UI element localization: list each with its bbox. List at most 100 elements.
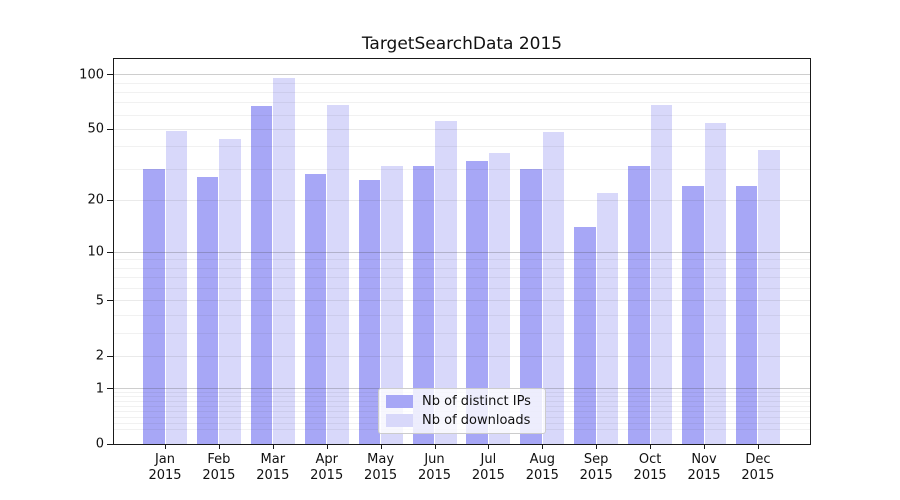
- y-tick-label: 20: [87, 192, 104, 208]
- x-tick-mark: [542, 445, 544, 449]
- y-tick-label: 5: [95, 293, 104, 309]
- x-tick-year: 2015: [471, 468, 505, 483]
- y-tick-mark: [107, 444, 113, 445]
- bar-downloads-dec: [758, 150, 780, 444]
- x-tick-mark: [596, 445, 598, 449]
- x-tick-year: 2015: [256, 468, 290, 483]
- y-tick-mark: [107, 300, 113, 301]
- bar-distinct-ips-sep: [574, 226, 596, 444]
- y-tick-mark: [107, 252, 113, 253]
- x-tick-label-sep: Sep 2015: [566, 452, 626, 484]
- x-tick-mark: [704, 445, 705, 449]
- y-tick-mark: [107, 74, 113, 75]
- x-tick-month: Sep: [583, 452, 609, 467]
- x-tick-month: Dec: [745, 452, 771, 467]
- x-tick-year: 2015: [310, 468, 344, 483]
- minor-gridline: [114, 92, 810, 93]
- y-tick-mark: [107, 356, 113, 357]
- x-tick-month: Jun: [424, 452, 445, 467]
- y-tick-label: 1: [95, 381, 104, 397]
- y-tick-label: 100: [79, 67, 104, 83]
- x-tick-month: May: [367, 452, 395, 467]
- x-tick-mark: [272, 445, 274, 449]
- bar-distinct-ips-feb: [196, 176, 219, 444]
- legend-swatch-distinct-ips: [386, 395, 413, 408]
- y-tick-label: 50: [87, 121, 104, 137]
- y-tick-mark: [107, 129, 113, 130]
- x-tick-year: 2015: [741, 468, 775, 483]
- bar-distinct-ips-nov: [682, 185, 704, 444]
- x-tick-year: 2015: [148, 468, 182, 483]
- x-tick-month: Feb: [207, 452, 231, 467]
- x-tick-mark: [434, 445, 436, 449]
- legend-label-downloads: Nb of downloads: [422, 413, 531, 428]
- minor-gridline: [114, 83, 810, 84]
- bar-downloads-feb: [219, 138, 241, 444]
- x-tick-mark: [757, 445, 759, 449]
- x-tick-label-oct: Oct 2015: [620, 452, 680, 484]
- x-tick-month: Aug: [529, 452, 555, 467]
- bar-distinct-ips-jul: [466, 161, 488, 444]
- x-tick-year: 2015: [579, 468, 613, 483]
- bar-distinct-ips-oct: [628, 166, 650, 444]
- bar-downloads-mar: [273, 77, 295, 444]
- legend-item-distinct-ips: Nb of distinct IPs: [386, 394, 535, 409]
- legend-label-distinct-ips: Nb of distinct IPs: [422, 394, 531, 409]
- bar-distinct-ips-dec: [735, 185, 758, 444]
- x-tick-label-jan: Jan 2015: [135, 452, 195, 484]
- y-tick-mark: [107, 200, 113, 201]
- x-tick-year: 2015: [687, 468, 721, 483]
- legend: Nb of distinct IPs Nb of downloads: [378, 388, 546, 434]
- y-tick-label: 0: [95, 436, 104, 452]
- minor-gridline: [114, 115, 810, 116]
- x-tick-year: 2015: [202, 468, 236, 483]
- x-tick-label-aug: Aug 2015: [512, 452, 572, 484]
- x-tick-month: Mar: [260, 452, 286, 467]
- x-tick-month: Jul: [480, 452, 497, 467]
- chart-title: TargetSearchData 2015: [361, 34, 563, 54]
- x-tick-month: Nov: [691, 452, 717, 467]
- x-tick-year: 2015: [633, 468, 667, 483]
- x-tick-month: Jan: [154, 452, 176, 467]
- x-tick-mark: [218, 445, 220, 449]
- bar-distinct-ips-jan: [143, 168, 165, 444]
- x-tick-mark: [165, 445, 166, 449]
- bar-downloads-jul: [488, 152, 511, 444]
- x-tick-mark: [326, 445, 328, 449]
- bar-distinct-ips-aug: [520, 168, 542, 444]
- bar-downloads-sep: [596, 192, 619, 444]
- bar-distinct-ips-may: [358, 179, 381, 444]
- x-tick-mark: [488, 445, 490, 449]
- bar-downloads-oct: [650, 104, 673, 444]
- minor-gridline: [114, 102, 810, 103]
- bar-downloads-apr: [327, 104, 349, 444]
- x-tick-label-dec: Dec 2015: [728, 452, 788, 484]
- x-tick-month: Apr: [315, 452, 338, 467]
- bar-distinct-ips-apr: [304, 174, 327, 444]
- major-gridline: [114, 74, 810, 75]
- bar-downloads-jan: [165, 130, 187, 444]
- x-tick-label-apr: Apr 2015: [297, 452, 357, 484]
- x-tick-label-jun: Jun 2015: [405, 452, 465, 484]
- x-tick-mark: [380, 445, 382, 449]
- y-tick-label: 2: [95, 348, 104, 364]
- bar-downloads-jun: [435, 121, 457, 444]
- legend-swatch-downloads: [386, 414, 413, 427]
- x-tick-label-nov: Nov 2015: [674, 452, 734, 484]
- x-tick-mark: [650, 445, 652, 449]
- bar-downloads-nov: [704, 122, 726, 444]
- x-tick-month: Oct: [638, 452, 662, 467]
- x-tick-year: 2015: [525, 468, 559, 483]
- x-tick-label-feb: Feb 2015: [189, 452, 249, 484]
- x-tick-label-mar: Mar 2015: [243, 452, 303, 484]
- bar-distinct-ips-jun: [412, 166, 434, 444]
- bar-downloads-may: [381, 166, 403, 444]
- x-tick-label-jul: Jul 2015: [458, 452, 518, 484]
- legend-item-downloads: Nb of downloads: [386, 413, 535, 428]
- y-tick-label: 10: [87, 244, 104, 260]
- y-tick-mark: [107, 388, 113, 389]
- bar-distinct-ips-mar: [250, 105, 273, 444]
- x-tick-year: 2015: [417, 468, 452, 483]
- x-tick-label-may: May 2015: [351, 452, 411, 484]
